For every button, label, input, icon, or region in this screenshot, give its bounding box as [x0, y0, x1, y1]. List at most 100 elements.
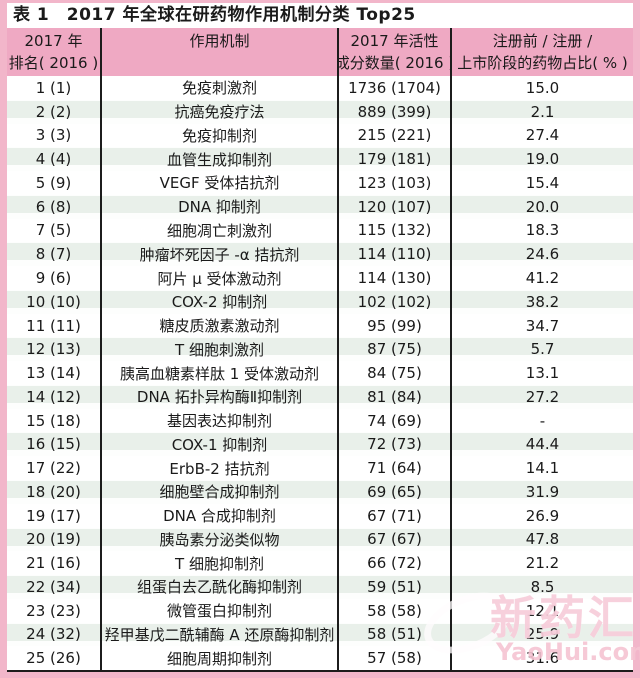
mechanism-cell: 羟甲基戊二酰辅酶 A 还原酶抑制剂 — [100, 622, 337, 647]
percent-cell: 13.1 — [450, 361, 633, 385]
mechanism-cell: COX-1 抑制剂 — [100, 432, 337, 457]
table-row: 12 (13) T 细胞刺激剂 87 (75) 5.7 — [7, 337, 633, 362]
percent-cell: 12.1 — [450, 598, 633, 623]
rank-cell: 24 (32) — [26, 625, 81, 644]
table-header-row: 2017 年 排名( 2016 ) 作用机制 2017 年活性 成分数量( 20… — [7, 28, 633, 76]
rank-cell: 8 (7) — [35, 245, 72, 264]
percent-cell: 24.6 — [450, 242, 633, 267]
mechanism-cell: T 细胞刺激剂 — [100, 337, 337, 362]
count-cell: 58 (58) — [337, 598, 450, 623]
percent-cell: 25.9 — [450, 622, 633, 647]
percent-cell: 5.7 — [450, 337, 633, 362]
table-row: 19 (17) DNA 合成抑制剂 67 (71) 26.9 — [7, 503, 633, 528]
rank-cell: 11 (11) — [26, 316, 81, 335]
percent-cell: 34.7 — [450, 313, 633, 338]
percent-cell: 15.4 — [450, 171, 633, 195]
table-row: 4 (4) 血管生成抑制剂 179 (181) 19.0 — [7, 147, 633, 172]
count-cell: 87 (75) — [337, 337, 450, 362]
table-row: 9 (6) 阿片 μ 受体激动剂 114 (130) 41.2 — [7, 266, 633, 290]
percent-cell: 47.8 — [450, 527, 633, 552]
column-header-count: 2017 年活性 成分数量( 2016 ) — [337, 28, 450, 76]
count-cell: 59 (51) — [337, 575, 450, 599]
rank-cell: 18 (20) — [26, 482, 81, 501]
column-header-line: 成分数量( 2016 ) — [337, 54, 450, 72]
mechanism-cell: ErbB-2 拮抗剂 — [100, 456, 337, 481]
rank-cell: 20 (19) — [26, 530, 81, 549]
mechanism-cell: 免疫抑制剂 — [100, 123, 337, 148]
count-cell: 889 (399) — [337, 99, 450, 124]
mechanism-cell: DNA 拓扑异构酶Ⅱ抑制剂 — [100, 384, 337, 409]
table-row: 11 (11) 糖皮质激素激动剂 95 (99) 34.7 — [7, 313, 633, 338]
table-row: 25 (26) 细胞周期抑制剂 57 (58) 31.6 — [7, 646, 633, 671]
column-header-percent: 注册前 / 注册 / 上市阶段的药物占比( % ) — [450, 28, 633, 76]
table-row: 13 (14) 胰高血糖素样肽 1 受体激动剂 84 (75) 13.1 — [7, 361, 633, 385]
count-cell: 114 (110) — [337, 242, 450, 267]
rank-cell: 7 (5) — [35, 221, 72, 240]
percent-cell: 41.2 — [450, 266, 633, 290]
percent-cell: - — [450, 408, 633, 433]
rank-cell: 19 (17) — [26, 506, 81, 525]
column-header-line: 排名( 2016 ) — [8, 54, 99, 72]
table-row: 10 (10) COX-2 抑制剂 102 (102) 38.2 — [7, 289, 633, 314]
column-header-line: 上市阶段的药物占比( % ) — [457, 54, 628, 72]
column-header-line: 作用机制 — [189, 32, 250, 50]
count-cell: 81 (84) — [337, 384, 450, 409]
mechanism-cell: 肿瘤坏死因子 -α 拮抗剂 — [100, 242, 337, 267]
table-row: 23 (23) 微管蛋白抑制剂 58 (58) 12.1 — [7, 598, 633, 623]
count-cell: 66 (72) — [337, 551, 450, 576]
table-row: 24 (32) 羟甲基戊二酰辅酶 A 还原酶抑制剂 58 (51) 25.9 — [7, 622, 633, 647]
rank-cell: 17 (22) — [26, 459, 81, 478]
percent-cell: 18.3 — [450, 218, 633, 243]
column-header-line: 2017 年 — [24, 32, 83, 50]
count-cell: 58 (51) — [337, 622, 450, 647]
percent-cell: 21.2 — [450, 551, 633, 576]
rank-cell: 15 (18) — [26, 411, 81, 430]
mechanism-cell: DNA 抑制剂 — [100, 194, 337, 219]
count-cell: 95 (99) — [337, 313, 450, 338]
percent-cell: 27.4 — [450, 123, 633, 148]
count-cell: 115 (132) — [337, 218, 450, 243]
mechanism-cell: 血管生成抑制剂 — [100, 147, 337, 172]
rank-cell: 16 (15) — [26, 435, 81, 454]
count-cell: 67 (71) — [337, 503, 450, 528]
mechanism-cell: 细胞周期抑制剂 — [100, 646, 337, 671]
mechanism-cell: 糖皮质激素激动剂 — [100, 313, 337, 338]
data-table: 2017 年 排名( 2016 ) 作用机制 2017 年活性 成分数量( 20… — [7, 28, 633, 672]
percent-cell: 20.0 — [450, 194, 633, 219]
count-cell: 72 (73) — [337, 432, 450, 457]
percent-cell: 26.9 — [450, 503, 633, 528]
table-row: 20 (19) 胰岛素分泌类似物 67 (67) 47.8 — [7, 527, 633, 552]
count-cell: 123 (103) — [337, 171, 450, 195]
percent-cell: 31.9 — [450, 480, 633, 504]
percent-cell: 8.5 — [450, 575, 633, 599]
rank-cell: 12 (13) — [26, 340, 81, 359]
mechanism-cell: DNA 合成抑制剂 — [100, 503, 337, 528]
table-row: 18 (20) 细胞壁合成抑制剂 69 (65) 31.9 — [7, 480, 633, 504]
rank-cell: 2 (2) — [35, 102, 72, 121]
count-cell: 114 (130) — [337, 266, 450, 290]
rank-cell: 14 (12) — [26, 387, 81, 406]
mechanism-cell: T 细胞抑制剂 — [100, 551, 337, 576]
mechanism-cell: 胰高血糖素样肽 1 受体激动剂 — [100, 361, 337, 385]
mechanism-cell: 微管蛋白抑制剂 — [100, 598, 337, 623]
table-row: 1 (1) 免疫刺激剂 1736 (1704) 15.0 — [7, 76, 633, 100]
count-cell: 84 (75) — [337, 361, 450, 385]
percent-cell: 44.4 — [450, 432, 633, 457]
mechanism-cell: 细胞凋亡刺激剂 — [100, 218, 337, 243]
column-header-line: 注册前 / 注册 / — [492, 32, 593, 50]
mechanism-cell: 阿片 μ 受体激动剂 — [100, 266, 337, 290]
rank-cell: 21 (16) — [26, 554, 81, 573]
count-cell: 215 (221) — [337, 123, 450, 148]
table-row: 15 (18) 基因表达抑制剂 74 (69) - — [7, 408, 633, 433]
count-cell: 71 (64) — [337, 456, 450, 481]
percent-cell: 38.2 — [450, 289, 633, 314]
count-cell: 67 (67) — [337, 527, 450, 552]
mechanism-cell: 胰岛素分泌类似物 — [100, 527, 337, 552]
percent-cell: 15.0 — [450, 76, 633, 100]
table-row: 8 (7) 肿瘤坏死因子 -α 拮抗剂 114 (110) 24.6 — [7, 242, 633, 267]
rank-cell: 5 (9) — [35, 173, 72, 192]
mechanism-cell: 抗癌免疫疗法 — [100, 99, 337, 124]
column-header-rank: 2017 年 排名( 2016 ) — [7, 28, 100, 76]
rank-cell: 3 (3) — [35, 126, 72, 145]
